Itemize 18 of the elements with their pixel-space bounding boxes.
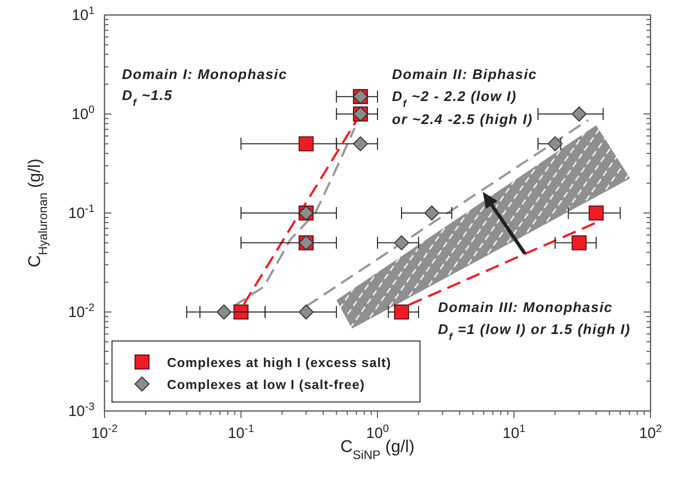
annotation: or ~2.4 -2.5 (high I) [392, 111, 533, 127]
y-tick-label: 10$^{-1}$ [68, 203, 94, 222]
y-tick-label: 10$^{-2}$ [68, 302, 94, 321]
legend-label: Complexes at high I (excess salt) [167, 355, 392, 370]
x-tick-label: 10$^{2}$ [639, 423, 662, 442]
annotation: Domain III: Monophasic [438, 299, 613, 315]
x-tick-label: 10$^{1}$ [502, 423, 526, 442]
annotation: D$_{f}$ ~1.5 [122, 87, 173, 108]
annotation: D$_{f}$ ~2 - 2.2 (low I) [392, 88, 517, 110]
annotation: Domain I: Monophasic [122, 66, 288, 82]
y-tick-label: 10$^{1}$ [72, 5, 94, 24]
legend-label: Complexes at low I (salt-free) [167, 377, 365, 392]
annotation: Domain II: Biphasic [392, 66, 538, 82]
annotation: D$_{f}$ =1 (low I) or 1.5 (high I) [438, 321, 631, 342]
y-tick-label: 10$^{0}$ [72, 104, 94, 123]
x-tick-label: 10$^{-1}$ [228, 423, 254, 442]
y-tick-label: 10$^{-3}$ [68, 401, 94, 420]
x-tick-label: 10$^{-2}$ [91, 423, 118, 442]
